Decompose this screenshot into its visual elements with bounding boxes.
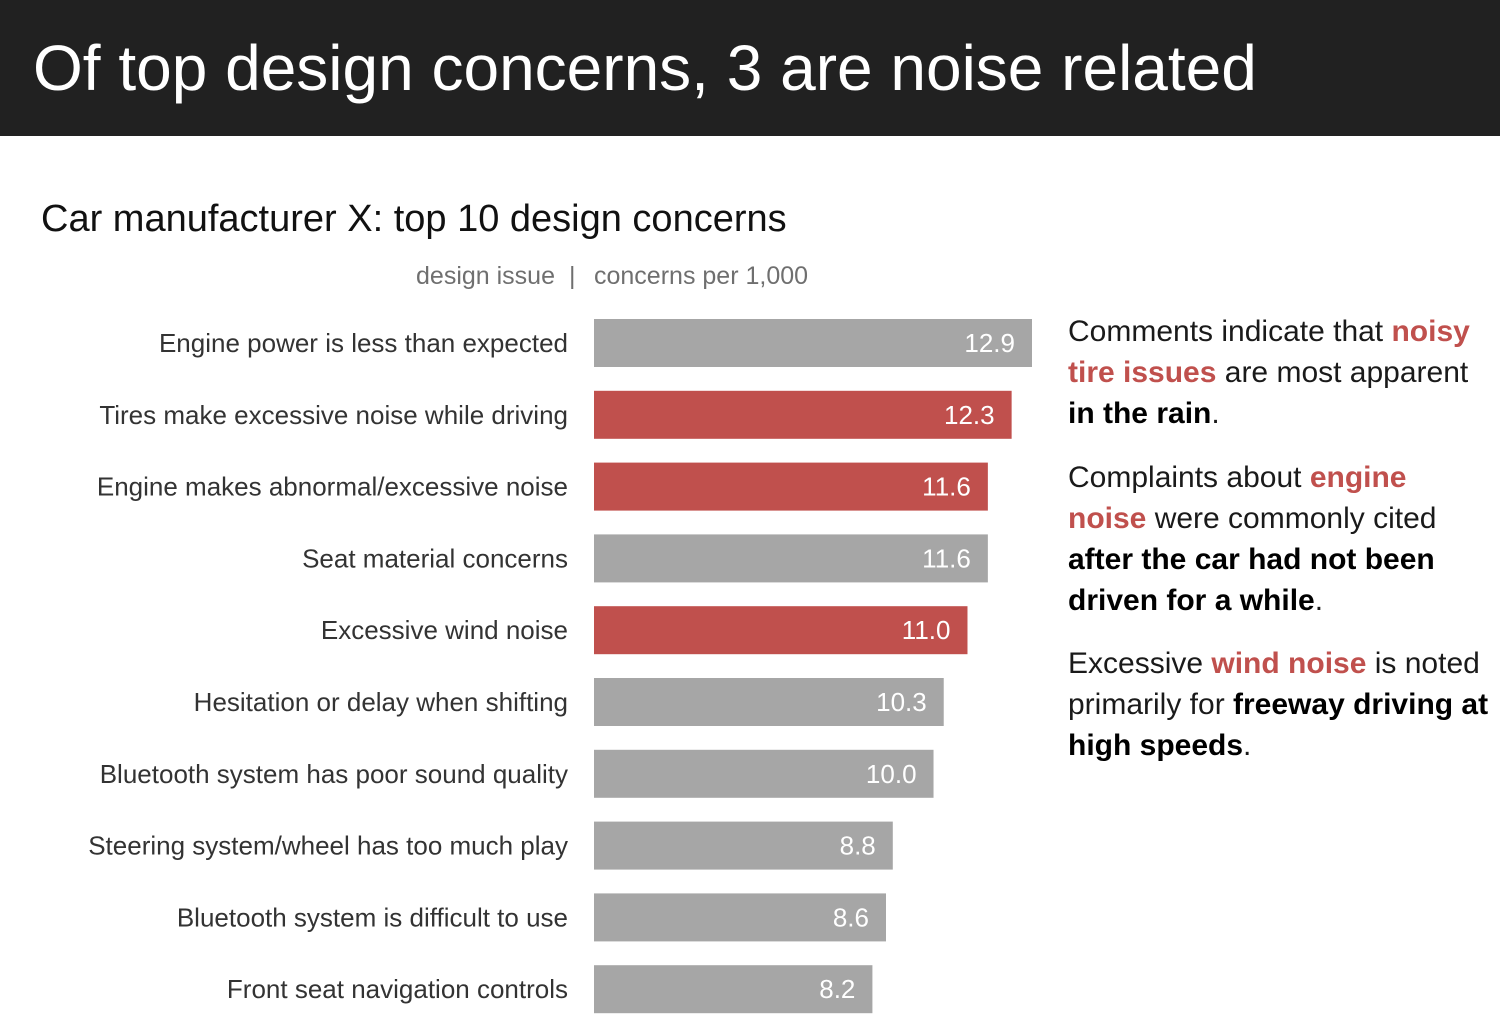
page-title: Of top design concerns, 3 are noise rela…: [33, 32, 1257, 104]
category-label-1: Engine power is less than expected: [159, 328, 568, 358]
category-label-7: Bluetooth system has poor sound quality: [100, 759, 568, 789]
bar-8: [594, 821, 893, 870]
bar-6: [594, 678, 944, 726]
category-label-4: Seat material concerns: [302, 543, 568, 573]
header-bar: Of top design concerns, 3 are noise rela…: [0, 0, 1500, 136]
category-label-5: Excessive wind noise: [321, 615, 568, 645]
value-label-1: 12.9: [964, 328, 1015, 358]
annotation-segment: wind noise: [1211, 647, 1367, 680]
annotation-segment: noisy tire issues: [1068, 315, 1470, 389]
category-label-10: Front seat navigation controls: [227, 974, 568, 1004]
annotation-segment: .: [1243, 729, 1252, 762]
annotation-segment: is noted primarily for: [1068, 647, 1480, 721]
bar-10: [594, 965, 873, 1014]
chart-title: Car manufacturer X: top 10 design concer…: [41, 198, 787, 240]
column-header-separator: |: [569, 262, 576, 290]
category-label-6: Hesitation or delay when shifting: [194, 687, 568, 717]
value-column-header: concerns per 1,000: [594, 262, 809, 290]
annotation-segment: engine noise: [1068, 461, 1407, 535]
annotation-segment: freeway driving at high speeds: [1068, 688, 1489, 762]
annotation-wind-noise: Excessive wind noise is noted primarily …: [1068, 643, 1493, 766]
value-label-5: 11.0: [902, 615, 951, 645]
annotation-tire-noise: Comments indicate that noisy tire issues…: [1068, 311, 1493, 434]
bar-9: [594, 893, 886, 942]
annotation-segment: Excessive: [1068, 647, 1212, 680]
value-label-7: 10.0: [866, 759, 917, 789]
value-label-9: 8.6: [833, 902, 869, 932]
annotation-segment: after the car had not been driven for a …: [1068, 543, 1435, 617]
bar-7: [594, 749, 934, 798]
annotation-segment: were commonly cited: [1146, 502, 1437, 535]
annotation-segment: are most apparent: [1216, 356, 1469, 389]
annotation-segment: in the rain: [1068, 397, 1212, 430]
bar-4: [594, 534, 988, 583]
annotation-segment: Complaints about: [1068, 461, 1310, 494]
bar-1: [594, 319, 1032, 367]
annotation-segment: .: [1211, 397, 1220, 430]
value-label-4: 11.6: [922, 543, 971, 573]
annotation-engine-noise: Complaints about engine noise were commo…: [1068, 457, 1493, 621]
category-column-header: design issue: [416, 262, 555, 290]
category-label-3: Engine makes abnormal/excessive noise: [97, 472, 568, 502]
value-label-2: 12.3: [944, 400, 995, 430]
bar-3: [594, 462, 988, 511]
value-label-3: 11.6: [922, 472, 971, 502]
annotation-segment: .: [1314, 584, 1324, 617]
annotation-segment: Comments indicate that: [1068, 315, 1392, 348]
bar-5: [594, 606, 968, 655]
value-label-6: 10.3: [876, 687, 927, 717]
category-label-9: Bluetooth system is difficult to use: [177, 902, 568, 932]
category-label-8: Steering system/wheel has too much play: [88, 831, 568, 861]
value-label-10: 8.2: [819, 974, 855, 1004]
value-label-8: 8.8: [840, 831, 876, 861]
category-label-2: Tires make excessive noise while driving: [99, 400, 568, 430]
bar-2: [594, 390, 1012, 439]
